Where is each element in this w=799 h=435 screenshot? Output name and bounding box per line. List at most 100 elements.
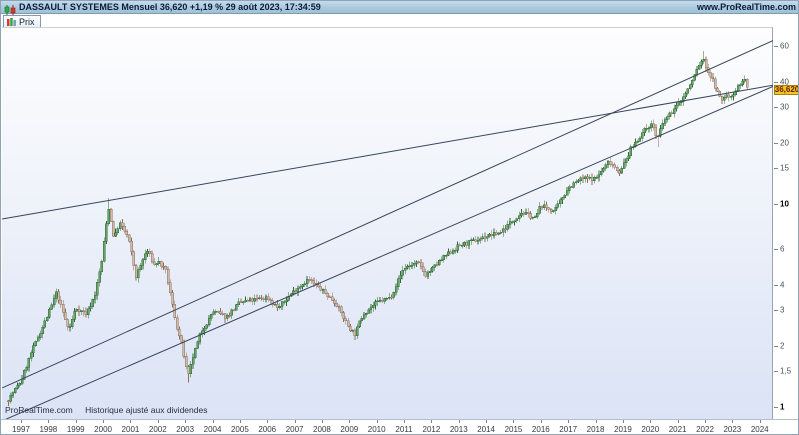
chart-plot-area[interactable]: ProRealTime.com Historique ajusté aux di… [2,27,773,420]
time-axis-label: 1999 [66,425,85,434]
time-axis-label: 2012 [422,425,441,434]
price-axis-label: 40 [780,77,789,87]
instrument-title: DASSAULT SYSTEMES Mensuel 36,620 +1,19 %… [19,2,321,12]
title-bar: DASSAULT SYSTEMES Mensuel 36,620 +1,19 %… [1,1,798,15]
time-axis-tick [595,420,597,423]
time-axis-label: 2016 [531,425,550,434]
chart-watermark: ProRealTime.com Historique ajusté aux di… [5,405,207,415]
time-axis-label: 2009 [340,425,359,434]
long-term-line [2,84,773,220]
time-axis-tick [732,420,734,423]
time-axis-tick [431,420,433,423]
time-axis-label: 2002 [148,425,167,434]
time-axis-label: 2013 [449,425,468,434]
time-axis-tick [677,420,679,423]
price-bars-icon [7,17,16,26]
time-axis-tick [349,420,351,423]
price-axis-label: 20 [780,138,789,148]
price-axis-label: 1 [780,402,785,412]
time-axis-label: 2015 [504,425,523,434]
price-axis-label: 15 [780,163,789,173]
time-axis-label: 2008 [313,425,331,434]
time-axis-tick [212,420,214,423]
time-axis-tick [185,420,187,423]
time-axis-label: 2022 [696,425,714,434]
time-axis-label: 2020 [641,425,660,434]
price-axis-label: 2 [780,341,785,351]
price-axis-tick [774,370,778,372]
website-link[interactable]: www.ProRealTime.com [696,2,796,12]
time-axis-label: 2000 [94,425,112,434]
price-axis-tick [774,248,778,250]
time-axis-label: 2004 [203,425,222,434]
time-axis-label: 2018 [586,425,605,434]
time-axis-label: 2007 [285,425,304,434]
time-axis-tick [568,420,570,423]
time-axis-tick [48,420,50,423]
channel-upper-line [2,40,773,389]
watermark-brand: ProRealTime.com [5,405,73,415]
price-axis-tick [774,309,778,311]
price-axis-tick [774,143,778,144]
time-axis-tick [650,420,652,423]
time-axis-tick [321,420,323,423]
time-axis-label: 1997 [12,425,30,434]
tab-label: Prix [19,16,35,27]
time-axis-tick [513,420,515,423]
time-axis-tick [486,420,488,423]
last-price-tag: 36,620 [774,84,799,95]
price-axis[interactable]: 36,620 60 40 30 20 15 10 6 4 3 2 1,5 1 [774,27,799,419]
time-axis-label: 2001 [121,425,140,434]
time-axis-label: 2006 [258,425,277,434]
price-axis-label: 3 [780,305,785,315]
watermark-note: Historique ajusté aux dividendes [85,405,208,415]
time-axis-tick [267,420,269,423]
time-axis-tick [103,420,105,423]
time-axis-tick [21,420,22,423]
time-axis-tick [404,420,406,423]
time-axis-tick [294,420,296,423]
time-axis-tick [376,420,378,423]
time-axis-label: 2017 [559,425,578,434]
time-axis-label: 2011 [395,425,413,434]
time-axis-tick [759,420,761,423]
candlestick-chart [2,40,773,420]
time-axis-tick [458,420,460,423]
time-axis-tick [75,420,77,423]
time-axis-tick [705,420,706,423]
time-axis-tick [622,420,624,423]
price-axis-label: 4 [780,280,785,290]
channel-lower-line [2,85,773,420]
time-axis-label: 2019 [614,425,632,434]
tab-prix[interactable]: Prix [3,15,41,27]
time-axis-label: 2023 [723,425,742,434]
price-axis-tick [774,345,778,347]
price-axis-label: 60 [780,41,789,51]
time-axis[interactable]: 1997 1998 1999 2000 2001 2002 2003 2004 2005 2006… [1,419,798,434]
price-axis-tick [774,168,778,170]
time-axis-label: 1998 [39,425,58,434]
price-axis-tick [774,284,778,286]
price-axis-tick [774,46,778,48]
time-axis-tick [130,420,132,423]
candlestick-icon [4,2,16,15]
price-axis-tick [774,204,778,205]
time-axis-label: 2021 [668,425,687,434]
price-axis-label: 10 [780,199,789,209]
price-axis-tick [774,406,778,408]
time-axis-tick [239,420,241,423]
time-axis-label: 2003 [176,425,195,434]
time-axis-label: 2014 [477,425,496,434]
price-axis-label: 6 [780,244,785,254]
time-axis-label: 2024 [750,425,769,434]
price-axis-tick [774,107,778,109]
price-axis-label: 30 [780,102,789,112]
time-axis-label: 2005 [230,425,249,434]
time-axis-label: 2010 [367,425,386,434]
time-axis-tick [540,420,542,423]
price-axis-tick [774,82,778,84]
price-axis-label: 1,5 [780,366,792,376]
tab-strip: Prix [1,15,798,27]
time-axis-tick [157,420,159,423]
